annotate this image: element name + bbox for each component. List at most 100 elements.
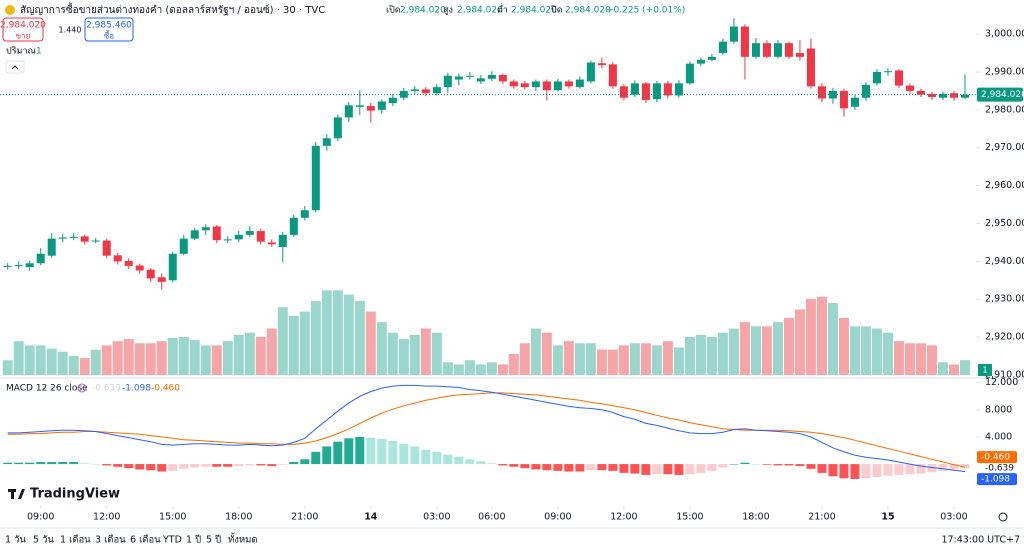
macd-tag-label: -1.098 — [981, 475, 1010, 485]
volume-bar — [948, 364, 959, 375]
collapse-button[interactable] — [5, 60, 25, 74]
range-button[interactable]: 1 วัน — [5, 535, 26, 546]
symbol-icon — [5, 5, 15, 15]
candle-body — [487, 75, 496, 79]
range-button[interactable]: 6 เดือน — [130, 535, 161, 546]
histogram-bar — [938, 464, 948, 471]
candle-body — [630, 83, 639, 95]
candle-body — [366, 106, 375, 111]
volume-label: ปริมาณ — [6, 46, 36, 57]
range-button[interactable]: 3 เดือน — [95, 535, 126, 546]
volume-bar — [453, 364, 464, 375]
histogram-bar — [729, 464, 739, 465]
range-button[interactable]: 1 เดือน — [60, 535, 91, 546]
histogram-bar — [234, 464, 244, 467]
signal-line — [7, 392, 966, 468]
candle-body — [905, 85, 914, 91]
volume-bar — [299, 311, 310, 375]
volume-bar — [310, 300, 321, 375]
ohlc-label: เปิด — [386, 5, 401, 16]
volume-bar — [816, 296, 827, 375]
histogram-bar — [421, 449, 431, 465]
histogram-bar — [520, 464, 530, 469]
candle-body — [25, 263, 34, 268]
volume-bar — [673, 347, 684, 375]
volume-bar — [365, 311, 376, 375]
y-tick-label: 2,970.000 — [985, 142, 1024, 153]
volume-bar — [530, 328, 541, 375]
volume-bar — [717, 332, 728, 375]
sell-price[interactable]: 2,984.020 — [0, 21, 46, 31]
sell-button[interactable] — [2, 17, 44, 42]
volume-bar — [794, 309, 805, 375]
volume-bar — [409, 334, 420, 375]
buy-price[interactable]: 2,985.460 — [86, 21, 132, 31]
candle-body — [311, 145, 320, 211]
histogram-bar — [465, 459, 475, 465]
volume-bar — [497, 364, 508, 375]
volume-bar — [90, 349, 101, 375]
sell-label[interactable]: ขาย — [16, 32, 31, 41]
candle-body — [443, 75, 452, 88]
candle-body — [410, 89, 419, 91]
buy-label[interactable]: ซื้อ — [104, 30, 114, 41]
volume-bar — [860, 326, 871, 375]
histogram-bar — [80, 463, 90, 465]
volume-bar — [420, 328, 431, 375]
y-tick-label: 2,980.000 — [985, 104, 1024, 115]
volume-bar — [211, 345, 222, 375]
candle-body — [619, 86, 628, 98]
range-button[interactable]: 5 ปี — [206, 534, 221, 546]
candle-body — [729, 26, 738, 42]
volume-bar — [2, 360, 13, 375]
volume-bar — [68, 355, 79, 375]
range-button[interactable]: YTD — [162, 535, 182, 546]
histogram-bar — [366, 437, 376, 465]
y-tick-label: 2,910.000 — [985, 370, 1024, 381]
volume-bar — [651, 345, 662, 375]
volume-bar — [574, 343, 585, 375]
histogram-bar — [91, 464, 101, 465]
volume-bar — [849, 326, 860, 375]
x-tick-label: 21:00 — [808, 512, 835, 523]
volume-bar — [607, 349, 618, 375]
histogram-bar — [817, 464, 827, 473]
settings-icon[interactable] — [998, 512, 1008, 522]
histogram-bar — [212, 464, 222, 467]
buy-button[interactable] — [84, 17, 134, 42]
histogram-bar — [124, 464, 134, 469]
candle-body — [883, 71, 892, 73]
volume-bar — [431, 332, 442, 375]
histogram-bar — [663, 464, 673, 475]
y-tick-label: 8.000 — [985, 404, 1012, 415]
candle-body — [58, 237, 67, 239]
histogram-bar — [762, 464, 772, 465]
volume-bar — [57, 351, 68, 375]
x-tick-label: 14 — [364, 512, 378, 523]
histogram-bar — [333, 441, 343, 465]
volume-bar — [871, 328, 882, 375]
histogram-bar — [443, 454, 453, 465]
volume-bar — [24, 345, 35, 375]
candle-body — [91, 240, 100, 242]
signal-tag — [977, 451, 1017, 464]
x-tick-label: 15:00 — [676, 512, 703, 523]
candle-body — [674, 83, 683, 96]
candle-body — [3, 265, 12, 267]
candle-body — [542, 81, 551, 91]
x-tick-label: 18:00 — [742, 512, 769, 523]
volume-bar — [79, 358, 90, 375]
volume-bar — [145, 343, 156, 375]
candle-body — [784, 43, 793, 57]
volume-bar — [475, 364, 486, 375]
volume-bar — [508, 353, 519, 375]
histogram-bar — [355, 436, 365, 465]
volume-bar — [354, 300, 365, 375]
histogram-bar — [58, 462, 68, 465]
histogram-bar — [784, 464, 794, 466]
x-tick-label: 06:00 — [478, 512, 505, 523]
range-button[interactable]: 5 วัน — [33, 535, 54, 546]
range-button[interactable]: ทั้งหมด — [228, 533, 258, 546]
range-button[interactable]: 1 ปี — [186, 534, 201, 546]
